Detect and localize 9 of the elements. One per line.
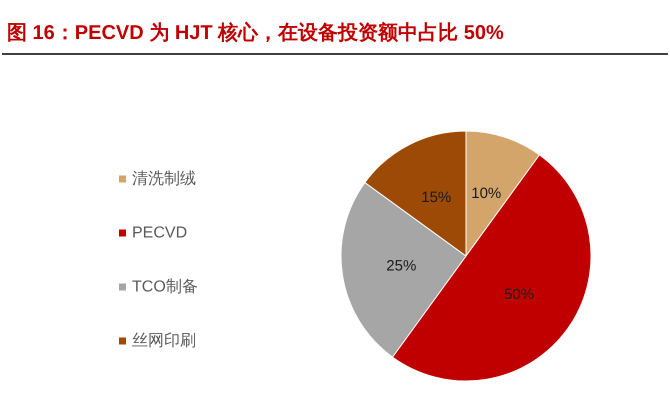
data-label: 10% [471,185,502,202]
legend-label: TCO制备 [132,278,198,296]
legend-label: PECVD [132,224,188,242]
legend-label: 丝网印刷 [132,332,196,350]
data-label: 50% [504,286,534,303]
chart-title: 图 16：PECVD 为 HJT 核心，在设备投资额中占比 50% [7,21,504,44]
data-label: 15% [421,189,452,206]
data-label: 25% [386,258,416,275]
legend-label: 清洗制绒 [132,170,196,188]
